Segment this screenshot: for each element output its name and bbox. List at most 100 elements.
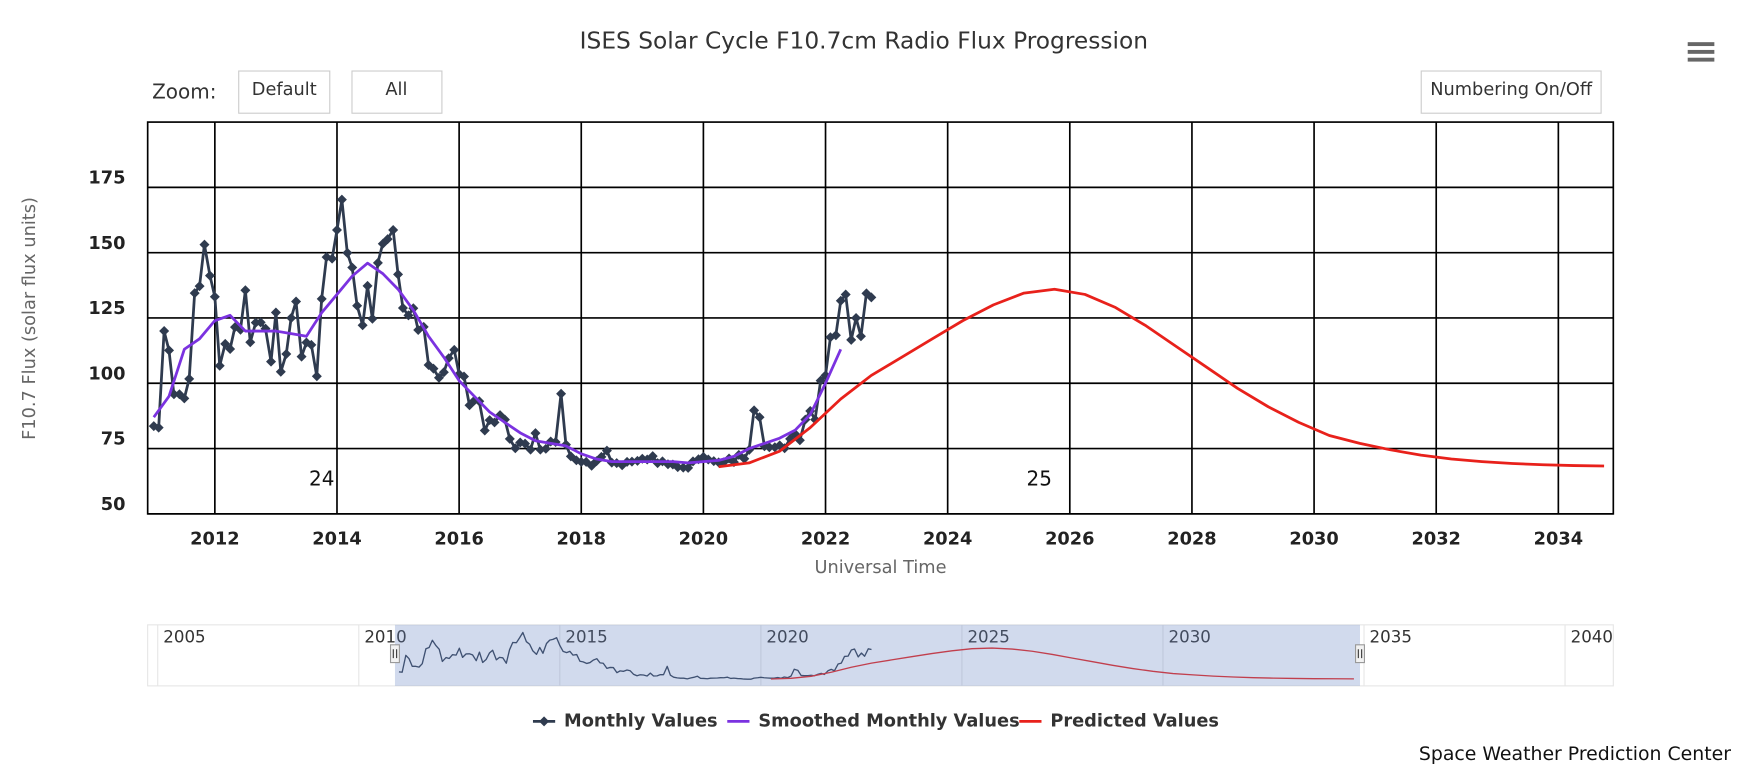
navigator-handle[interactable]	[1354, 644, 1365, 664]
legend-label[interactable]: Smoothed Monthly Values	[758, 711, 1019, 731]
data-point	[489, 417, 500, 428]
data-point	[240, 285, 251, 296]
data-point	[245, 337, 256, 348]
x-tick-label: 2022	[801, 529, 850, 549]
data-point	[204, 270, 215, 281]
legend-label[interactable]: Monthly Values	[564, 711, 718, 731]
series-line	[770, 647, 1354, 680]
data-point	[291, 296, 302, 307]
data-point	[683, 462, 694, 473]
data-point	[209, 291, 220, 302]
data-point	[397, 303, 408, 314]
legend-label[interactable]: Predicted Values	[1050, 711, 1219, 731]
data-point	[296, 351, 307, 362]
button-frame[interactable]	[351, 70, 443, 114]
navigator-selection	[394, 624, 1360, 686]
data-point	[749, 405, 760, 416]
menu-bar[interactable]	[1687, 42, 1715, 47]
navigator-tick-label: 2010	[364, 628, 406, 647]
y-tick-label: 75	[101, 430, 126, 450]
cycle-label: 25	[1027, 466, 1052, 490]
legend-item[interactable]: Monthly Values	[532, 711, 718, 731]
navigator-tick-label: 2035	[1370, 628, 1412, 647]
y-axis-title: F10.7 Flux (solar flux units)	[20, 197, 40, 440]
data-point	[347, 262, 358, 273]
navigator-handle[interactable]	[389, 644, 400, 664]
button-label[interactable]: All	[385, 80, 407, 100]
menu-button[interactable]	[1687, 42, 1715, 62]
data-point	[281, 349, 292, 360]
data-point	[403, 310, 414, 321]
data-point	[352, 300, 363, 311]
y-tick-label: 150	[88, 234, 125, 254]
data-point	[840, 289, 851, 300]
data-point	[316, 293, 327, 304]
data-point	[164, 345, 175, 356]
data-point	[647, 451, 658, 462]
x-tick-label: 2018	[557, 529, 606, 549]
zoom-default-button[interactable]: Default	[238, 70, 331, 114]
button-frame[interactable]	[238, 70, 331, 114]
legend-marker[interactable]	[539, 716, 550, 727]
menu-bar[interactable]	[1687, 57, 1715, 62]
data-point	[266, 356, 277, 367]
chart-title: ISES Solar Cycle F10.7cm Radio Flux Prog…	[580, 28, 1148, 55]
y-tick-label: 175	[88, 168, 125, 188]
data-point	[530, 428, 541, 439]
data-point	[286, 312, 297, 323]
button-frame[interactable]	[1420, 70, 1602, 114]
handle-box[interactable]	[1354, 644, 1365, 664]
series-line	[718, 287, 1605, 469]
data-point	[270, 307, 281, 318]
data-point	[459, 371, 470, 382]
button-label[interactable]: Default	[252, 80, 317, 100]
zoom-all-button[interactable]: All	[351, 70, 443, 114]
data-point	[367, 313, 378, 324]
legend-item[interactable]: Smoothed Monthly Values	[727, 711, 1020, 731]
data-point	[815, 375, 826, 386]
data-point	[199, 239, 210, 250]
data-point	[336, 194, 347, 205]
data-point	[331, 224, 342, 235]
navigator-tick-label: 2015	[565, 628, 607, 647]
data-point	[225, 344, 236, 355]
data-point	[393, 269, 404, 280]
data-point	[220, 338, 231, 349]
navigator-tick-label: 2030	[1169, 628, 1211, 647]
button-label[interactable]: Numbering On/Off	[1430, 80, 1593, 100]
data-point	[189, 288, 200, 299]
legend-item[interactable]: Predicted Values	[1019, 711, 1219, 731]
x-tick-label: 2030	[1289, 529, 1338, 549]
y-tick-label: 100	[88, 364, 125, 384]
data-point	[754, 412, 765, 423]
navigator-tick-label: 2025	[967, 628, 1009, 647]
cycle-label: 24	[309, 466, 334, 490]
data-point	[438, 367, 449, 378]
x-tick-label: 2032	[1412, 529, 1461, 549]
x-axis-title: Universal Time	[814, 558, 946, 578]
series-line	[152, 261, 843, 465]
x-tick-label: 2016	[434, 529, 483, 549]
navigator-tick-label: 2005	[163, 628, 205, 647]
menu-bar[interactable]	[1687, 49, 1715, 54]
x-tick-label: 2014	[312, 529, 361, 549]
navigator-tick-label: 2020	[766, 628, 808, 647]
data-point	[311, 371, 322, 382]
y-tick-label: 50	[101, 495, 126, 515]
data-point	[275, 366, 286, 377]
numbering-button[interactable]: Numbering On/Off	[1420, 70, 1602, 114]
x-tick-label: 2026	[1045, 529, 1094, 549]
data-point	[214, 360, 225, 371]
data-point	[428, 363, 439, 374]
data-point	[449, 344, 460, 355]
handle-box[interactable]	[389, 644, 400, 664]
series-line	[153, 198, 873, 470]
data-point	[159, 326, 170, 337]
data-point	[556, 388, 567, 399]
data-point	[433, 372, 444, 383]
data-point	[357, 320, 368, 331]
data-point	[153, 422, 164, 433]
series-line	[398, 631, 872, 680]
